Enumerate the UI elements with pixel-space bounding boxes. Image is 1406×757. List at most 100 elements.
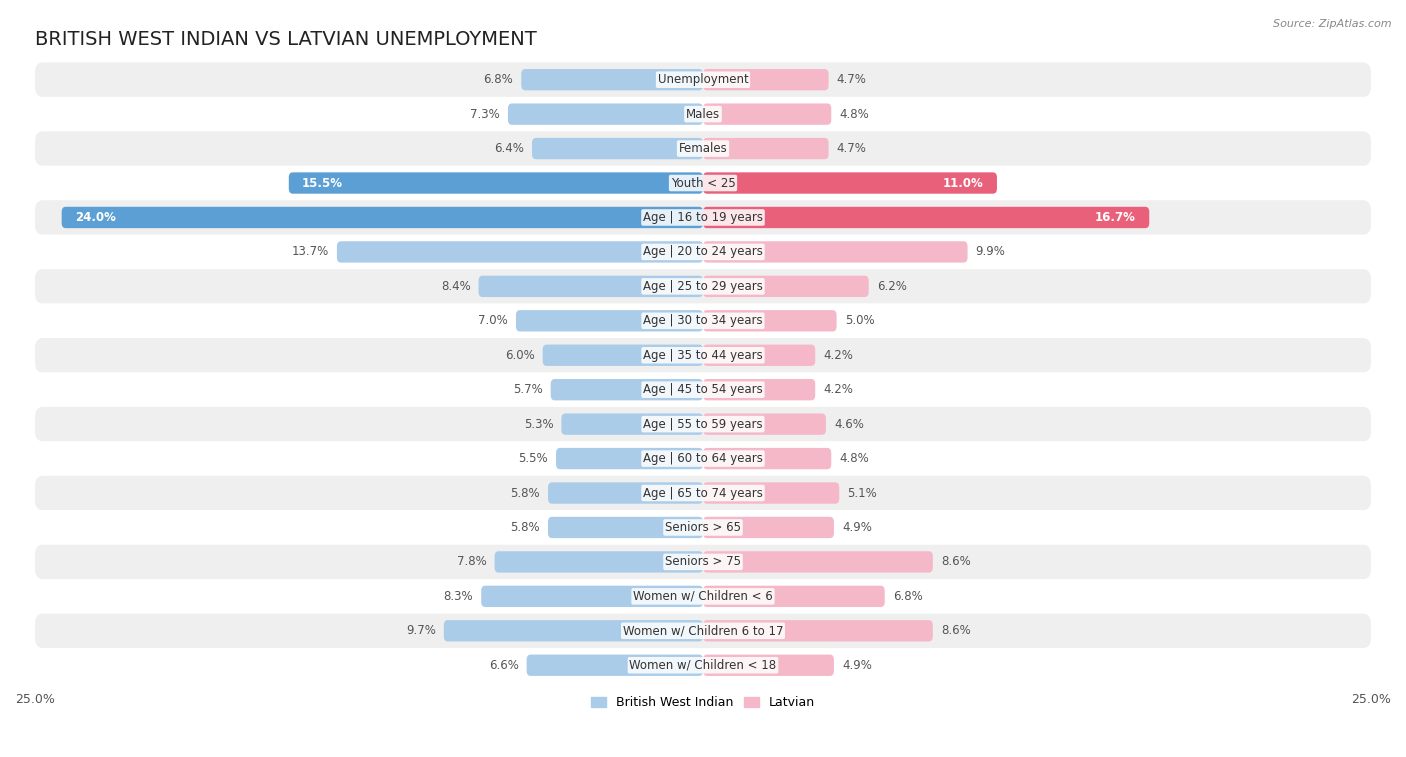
Text: 6.0%: 6.0%: [505, 349, 534, 362]
FancyBboxPatch shape: [35, 201, 1371, 235]
Text: 4.9%: 4.9%: [842, 659, 872, 671]
Text: 5.7%: 5.7%: [513, 383, 543, 396]
Text: 7.8%: 7.8%: [457, 556, 486, 569]
Text: 6.2%: 6.2%: [877, 280, 907, 293]
FancyBboxPatch shape: [548, 517, 703, 538]
FancyBboxPatch shape: [703, 173, 997, 194]
FancyBboxPatch shape: [703, 241, 967, 263]
Text: 8.6%: 8.6%: [941, 625, 970, 637]
FancyBboxPatch shape: [35, 338, 1371, 372]
Text: 11.0%: 11.0%: [943, 176, 984, 189]
Text: 9.9%: 9.9%: [976, 245, 1005, 258]
FancyBboxPatch shape: [703, 310, 837, 332]
FancyBboxPatch shape: [703, 379, 815, 400]
Text: Age | 16 to 19 years: Age | 16 to 19 years: [643, 211, 763, 224]
Text: Women w/ Children < 18: Women w/ Children < 18: [630, 659, 776, 671]
FancyBboxPatch shape: [531, 138, 703, 159]
Text: Males: Males: [686, 107, 720, 120]
FancyBboxPatch shape: [62, 207, 703, 228]
Text: 16.7%: 16.7%: [1095, 211, 1136, 224]
FancyBboxPatch shape: [703, 344, 815, 366]
FancyBboxPatch shape: [703, 482, 839, 503]
Text: Women w/ Children < 6: Women w/ Children < 6: [633, 590, 773, 603]
Text: 4.2%: 4.2%: [824, 349, 853, 362]
FancyBboxPatch shape: [35, 510, 1371, 545]
FancyBboxPatch shape: [703, 586, 884, 607]
FancyBboxPatch shape: [35, 97, 1371, 132]
FancyBboxPatch shape: [551, 379, 703, 400]
FancyBboxPatch shape: [703, 517, 834, 538]
Text: 4.6%: 4.6%: [834, 418, 863, 431]
FancyBboxPatch shape: [703, 69, 828, 90]
FancyBboxPatch shape: [35, 441, 1371, 476]
FancyBboxPatch shape: [703, 448, 831, 469]
Text: 8.3%: 8.3%: [443, 590, 474, 603]
Text: 4.2%: 4.2%: [824, 383, 853, 396]
FancyBboxPatch shape: [703, 413, 825, 435]
Text: Age | 30 to 34 years: Age | 30 to 34 years: [643, 314, 763, 327]
Text: 8.4%: 8.4%: [440, 280, 471, 293]
Legend: British West Indian, Latvian: British West Indian, Latvian: [586, 691, 820, 714]
Text: Age | 55 to 59 years: Age | 55 to 59 years: [643, 418, 763, 431]
FancyBboxPatch shape: [543, 344, 703, 366]
Text: Age | 65 to 74 years: Age | 65 to 74 years: [643, 487, 763, 500]
FancyBboxPatch shape: [478, 276, 703, 297]
FancyBboxPatch shape: [522, 69, 703, 90]
FancyBboxPatch shape: [703, 620, 932, 641]
FancyBboxPatch shape: [508, 104, 703, 125]
Text: 13.7%: 13.7%: [291, 245, 329, 258]
FancyBboxPatch shape: [288, 173, 703, 194]
Text: Women w/ Children 6 to 17: Women w/ Children 6 to 17: [623, 625, 783, 637]
FancyBboxPatch shape: [35, 648, 1371, 683]
Text: 5.3%: 5.3%: [523, 418, 554, 431]
FancyBboxPatch shape: [444, 620, 703, 641]
Text: 4.8%: 4.8%: [839, 452, 869, 465]
FancyBboxPatch shape: [35, 132, 1371, 166]
FancyBboxPatch shape: [495, 551, 703, 572]
Text: Age | 20 to 24 years: Age | 20 to 24 years: [643, 245, 763, 258]
FancyBboxPatch shape: [35, 476, 1371, 510]
Text: 6.8%: 6.8%: [893, 590, 922, 603]
Text: Age | 25 to 29 years: Age | 25 to 29 years: [643, 280, 763, 293]
Text: 5.8%: 5.8%: [510, 521, 540, 534]
Text: 4.7%: 4.7%: [837, 73, 866, 86]
FancyBboxPatch shape: [561, 413, 703, 435]
Text: Age | 35 to 44 years: Age | 35 to 44 years: [643, 349, 763, 362]
FancyBboxPatch shape: [35, 372, 1371, 407]
Text: 5.1%: 5.1%: [848, 487, 877, 500]
FancyBboxPatch shape: [35, 304, 1371, 338]
FancyBboxPatch shape: [35, 614, 1371, 648]
FancyBboxPatch shape: [703, 104, 831, 125]
Text: 6.4%: 6.4%: [494, 142, 524, 155]
FancyBboxPatch shape: [703, 276, 869, 297]
Text: Seniors > 65: Seniors > 65: [665, 521, 741, 534]
Text: 4.8%: 4.8%: [839, 107, 869, 120]
Text: Source: ZipAtlas.com: Source: ZipAtlas.com: [1274, 19, 1392, 29]
Text: 6.8%: 6.8%: [484, 73, 513, 86]
Text: 7.3%: 7.3%: [470, 107, 501, 120]
FancyBboxPatch shape: [703, 138, 828, 159]
FancyBboxPatch shape: [35, 545, 1371, 579]
FancyBboxPatch shape: [35, 63, 1371, 97]
Text: 4.9%: 4.9%: [842, 521, 872, 534]
FancyBboxPatch shape: [35, 166, 1371, 201]
Text: Unemployment: Unemployment: [658, 73, 748, 86]
FancyBboxPatch shape: [35, 269, 1371, 304]
FancyBboxPatch shape: [703, 207, 1149, 228]
FancyBboxPatch shape: [516, 310, 703, 332]
Text: Age | 45 to 54 years: Age | 45 to 54 years: [643, 383, 763, 396]
Text: 24.0%: 24.0%: [75, 211, 115, 224]
Text: 15.5%: 15.5%: [302, 176, 343, 189]
Text: 4.7%: 4.7%: [837, 142, 866, 155]
Text: 5.5%: 5.5%: [519, 452, 548, 465]
FancyBboxPatch shape: [481, 586, 703, 607]
Text: 7.0%: 7.0%: [478, 314, 508, 327]
Text: 5.0%: 5.0%: [845, 314, 875, 327]
FancyBboxPatch shape: [527, 655, 703, 676]
FancyBboxPatch shape: [555, 448, 703, 469]
FancyBboxPatch shape: [35, 235, 1371, 269]
FancyBboxPatch shape: [548, 482, 703, 503]
Text: 8.6%: 8.6%: [941, 556, 970, 569]
FancyBboxPatch shape: [35, 407, 1371, 441]
Text: 6.6%: 6.6%: [489, 659, 519, 671]
